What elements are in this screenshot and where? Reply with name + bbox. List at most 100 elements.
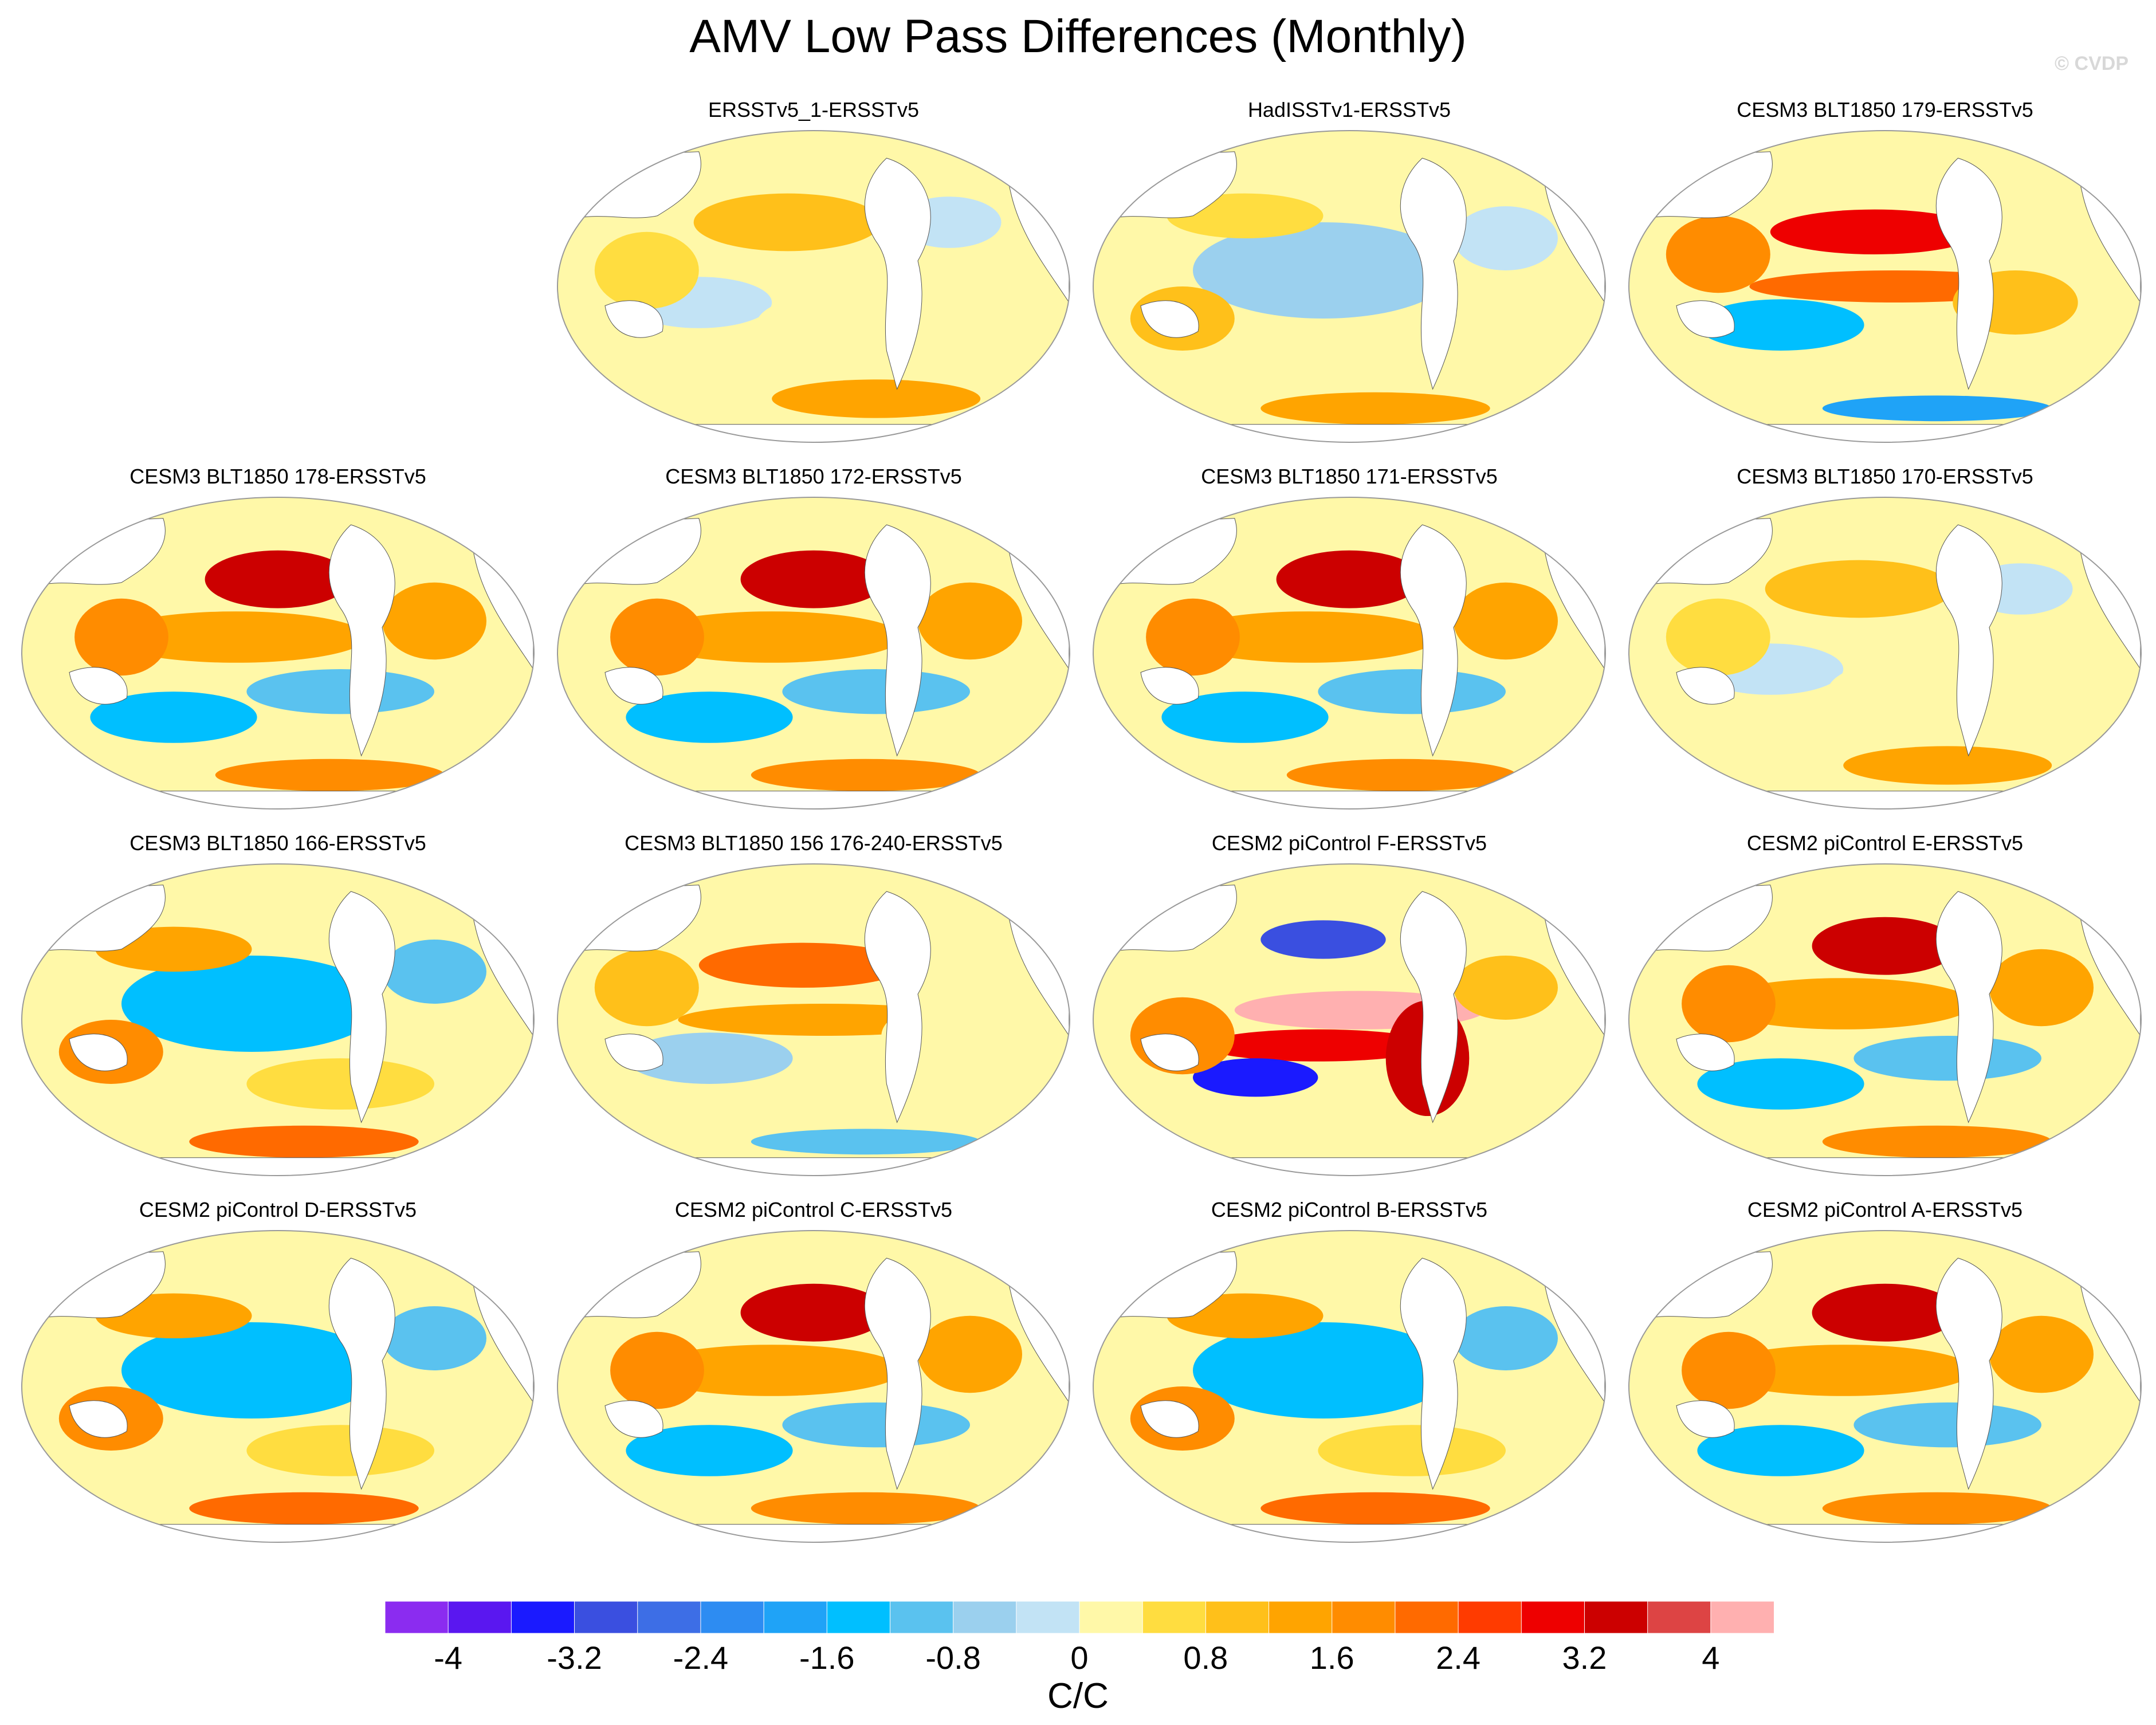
sst-anomaly-blob <box>918 1315 1022 1393</box>
sst-anomaly-blob <box>782 1402 970 1448</box>
colorbar-tick-label: -4 <box>434 1640 463 1676</box>
map-panel: CESM2 piControl B-ERSSTv5 <box>1083 1197 1616 1575</box>
colorbar-tick-label: -1.6 <box>799 1640 855 1676</box>
colorbar-swatch <box>1142 1601 1207 1633</box>
sst-anomaly-blob <box>1770 209 1979 254</box>
colorbar-swatch <box>510 1601 575 1633</box>
antarctica-land <box>22 1524 534 1542</box>
americas-land <box>864 891 931 1123</box>
sst-anomaly-blob <box>1697 299 1864 351</box>
colorbar-swatch <box>1395 1601 1459 1633</box>
colorbar-tick-label: 0 <box>1070 1640 1089 1676</box>
americas-land <box>1935 891 2002 1123</box>
globe-map <box>21 497 535 810</box>
americas-land <box>1400 158 1467 390</box>
americas-land <box>328 891 395 1123</box>
colorbar-swatch <box>1269 1601 1333 1633</box>
sst-anomaly-blob <box>246 1425 434 1476</box>
sst-anomaly-blob <box>1827 659 1995 724</box>
sst-anomaly-blob <box>1260 920 1386 959</box>
antarctica-land <box>22 791 534 809</box>
americas-land <box>328 1258 395 1490</box>
colorbar-swatch <box>1584 1601 1648 1633</box>
globe-map <box>1628 130 2142 443</box>
map-panel: CESM2 piControl E-ERSSTv5 <box>1619 831 2151 1209</box>
panel-title: CESM3 BLT1850 172-ERSSTv5 <box>665 465 962 488</box>
sst-anomaly-blob <box>1843 746 2052 785</box>
map-panel: CESM3 BLT1850 171-ERSSTv5 <box>1083 464 1616 842</box>
sst-anomaly-blob <box>740 550 887 608</box>
panel-title: CESM2 piControl B-ERSSTv5 <box>1211 1198 1488 1221</box>
colorbar-units: C/C <box>1047 1676 1109 1716</box>
sst-anomaly-blob <box>918 582 1022 660</box>
colorbar-swatch <box>1458 1601 1522 1633</box>
antarctica-land <box>557 424 1070 442</box>
sst-anomaly-blob <box>1697 1425 1864 1476</box>
australia-land <box>69 1400 128 1438</box>
panel-title: CESM3 BLT1850 170-ERSSTv5 <box>1737 465 2033 488</box>
sst-anomaly-blob <box>610 1331 704 1409</box>
sst-anomaly-blob <box>1454 206 1558 270</box>
sst-anomaly-blob <box>1193 1322 1454 1418</box>
sst-anomaly-blob <box>1853 1402 2041 1448</box>
americas-land <box>1400 524 1467 757</box>
colorbar-swatch <box>1521 1601 1585 1633</box>
americas-land <box>1400 891 1467 1123</box>
sst-anomaly-blob <box>693 193 882 252</box>
colorbar-swatch <box>447 1601 512 1633</box>
sst-anomaly-blob <box>1318 325 1506 376</box>
colorbar-tick-label: 4 <box>1702 1640 1720 1676</box>
australia-land <box>604 1034 663 1071</box>
sst-anomaly-blob <box>1666 598 1770 676</box>
sst-anomaly-blob <box>1682 1331 1776 1409</box>
sst-anomaly-blob <box>1697 1058 1864 1110</box>
sst-anomaly-blob <box>105 611 367 663</box>
antarctica-land <box>1093 424 1605 442</box>
map-panel: CESM2 piControl A-ERSSTv5 <box>1619 1197 2151 1575</box>
sst-anomaly-blob <box>594 231 699 309</box>
panel-title: CESM3 BLT1850 166-ERSSTv5 <box>129 831 426 855</box>
map-panel: ERSSTv5_1-ERSSTv5 <box>547 97 1080 476</box>
sst-anomaly-blob <box>782 669 970 714</box>
globe-map <box>557 497 1070 810</box>
colorbar-tick-label: 0.8 <box>1183 1640 1228 1676</box>
panel-title: CESM3 BLT1850 156 176-240-ERSSTv5 <box>625 831 1003 855</box>
panel-title: HadISSTv1-ERSSTv5 <box>1247 98 1451 121</box>
map-panel: CESM2 piControl C-ERSSTv5 <box>547 1197 1080 1575</box>
map-panel: CESM3 BLT1850 179-ERSSTv5 <box>1619 97 2151 476</box>
sst-anomaly-blob <box>382 1306 486 1370</box>
colorbar-tick-label: 1.6 <box>1309 1640 1354 1676</box>
sst-anomaly-blob <box>1454 582 1558 660</box>
map-panel: CESM3 BLT1850 156 176-240-ERSSTv5 <box>547 831 1080 1209</box>
sst-anomaly-blob <box>189 1125 419 1158</box>
sst-anomaly-blob <box>121 956 382 1052</box>
sst-anomaly-blob <box>1318 1425 1506 1476</box>
globe-map <box>557 863 1070 1176</box>
sst-anomaly-blob <box>626 1032 793 1084</box>
sst-anomaly-blob <box>1989 1315 2094 1393</box>
colorbar-swatch <box>385 1601 449 1633</box>
australia-land <box>604 667 663 705</box>
sst-anomaly-blob <box>382 582 486 660</box>
globe-map <box>21 863 535 1176</box>
australia-land <box>69 667 128 705</box>
sst-anomaly-blob <box>1318 669 1506 714</box>
colorbar-tick-label: 3.2 <box>1562 1640 1607 1676</box>
australia-land <box>69 1034 128 1071</box>
antarctica-land <box>1629 424 2141 442</box>
sst-anomaly-blob <box>740 1283 887 1342</box>
colorbar-swatch <box>1710 1601 1774 1633</box>
colorbar <box>385 1601 1774 1633</box>
panel-title: CESM2 piControl C-ERSSTv5 <box>674 1198 953 1221</box>
australia-land <box>1676 300 1735 338</box>
panel-title: CESM2 piControl A-ERSSTv5 <box>1747 1198 2023 1221</box>
sst-anomaly-blob <box>1193 1058 1318 1097</box>
australia-land <box>604 1400 663 1438</box>
colorbar-swatch <box>1016 1601 1081 1633</box>
americas-land <box>1935 1258 2002 1490</box>
americas-land <box>1935 524 2002 757</box>
globe-map <box>1628 497 2142 810</box>
panel-title: CESM3 BLT1850 171-ERSSTv5 <box>1201 465 1498 488</box>
sst-anomaly-blob <box>1853 1036 2041 1081</box>
sst-anomaly-blob <box>1812 1283 1958 1342</box>
